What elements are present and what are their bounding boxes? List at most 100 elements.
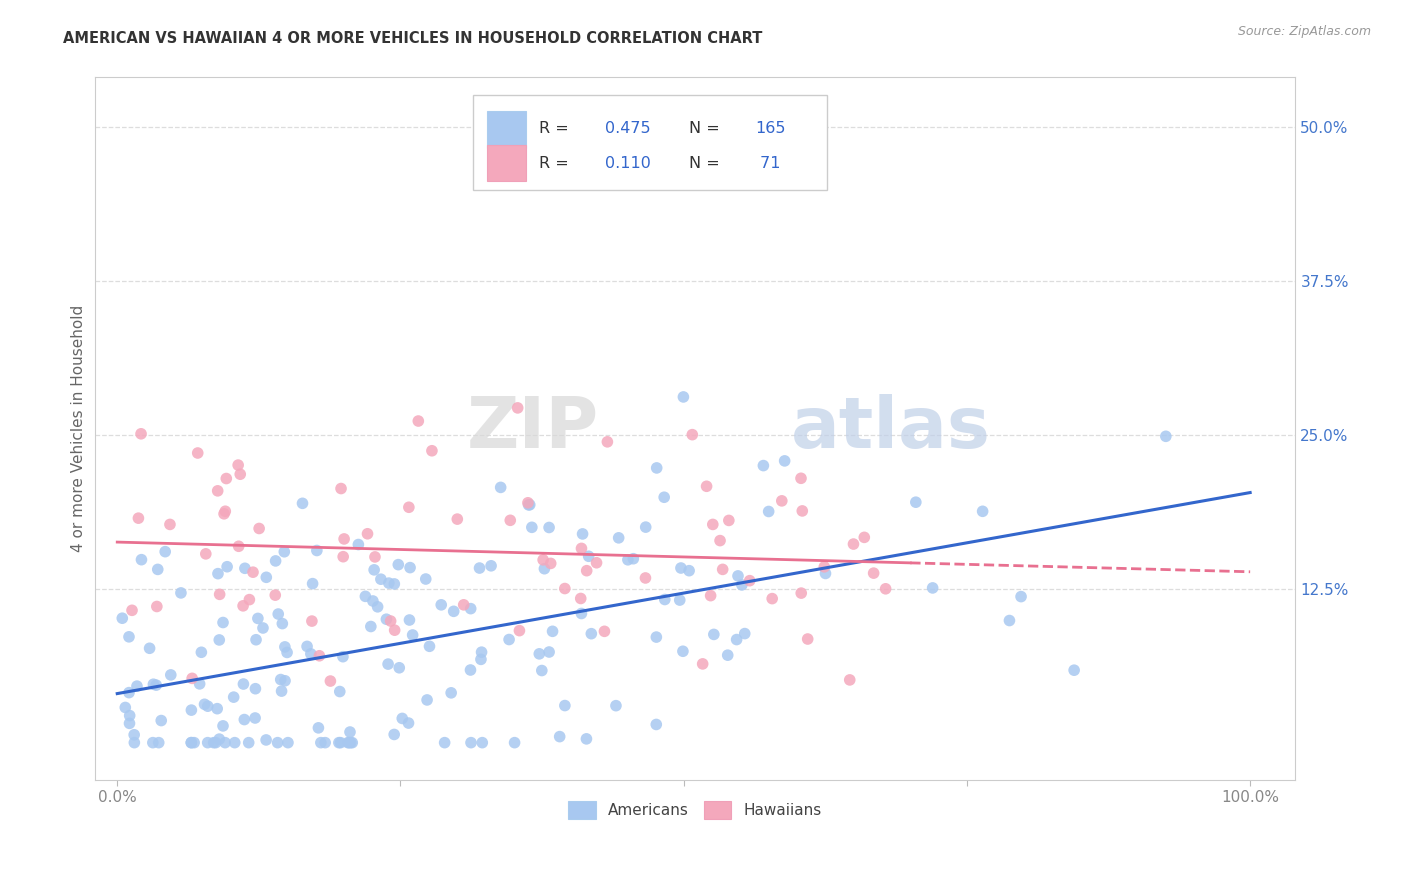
Point [471, 736, 494, 750]
Point [145, 678, 167, 692]
Point [329, 736, 352, 750]
Point [339, 725, 361, 739]
Point [517, 498, 540, 512]
Point [702, 517, 724, 532]
Point [148, 736, 170, 750]
Point [446, 512, 468, 526]
Point [498, 632, 520, 647]
Point [519, 498, 541, 512]
Point [187, 446, 209, 460]
Point [853, 530, 876, 544]
Point [242, 565, 264, 579]
Point [790, 586, 813, 600]
Point [672, 390, 695, 404]
Point [252, 621, 274, 635]
Point [792, 504, 814, 518]
Point [212, 719, 235, 733]
Point [380, 614, 402, 628]
Point [460, 601, 482, 615]
Point [159, 517, 181, 532]
Point [299, 647, 322, 661]
Point [520, 520, 543, 534]
Point [470, 652, 492, 666]
Point [146, 599, 169, 614]
Point [578, 549, 600, 564]
Point [342, 736, 364, 750]
Point [398, 613, 420, 627]
Point [761, 591, 783, 606]
Point [1010, 590, 1032, 604]
Point [180, 703, 202, 717]
Point [738, 574, 761, 588]
Point [548, 730, 571, 744]
Point [727, 569, 749, 583]
Point [111, 611, 134, 625]
Point [571, 607, 593, 621]
Point [243, 711, 266, 725]
Point [121, 603, 143, 617]
Point [468, 561, 491, 575]
Point [443, 604, 465, 618]
Point [529, 647, 551, 661]
Bar [488, 112, 526, 148]
Point [418, 640, 440, 654]
Point [460, 663, 482, 677]
Point [291, 496, 314, 510]
Point [118, 685, 141, 699]
Point [634, 520, 657, 534]
Point [1063, 663, 1085, 677]
Point [516, 496, 538, 510]
Point [273, 545, 295, 559]
Point [314, 736, 336, 750]
Point [634, 571, 657, 585]
Point [328, 736, 350, 750]
Point [238, 736, 260, 750]
Point [332, 649, 354, 664]
Point [471, 645, 494, 659]
Point [388, 661, 411, 675]
Point [375, 612, 398, 626]
Point [605, 698, 627, 713]
Point [998, 614, 1021, 628]
Point [319, 674, 342, 689]
Point [717, 513, 740, 527]
Point [1154, 429, 1177, 443]
Point [440, 686, 463, 700]
Text: N =: N = [689, 121, 725, 136]
Text: N =: N = [689, 155, 725, 170]
Point [127, 511, 149, 525]
Point [607, 531, 630, 545]
Point [430, 598, 453, 612]
Point [212, 615, 235, 630]
Point [228, 539, 250, 553]
Point [270, 684, 292, 698]
Point [238, 592, 260, 607]
Point [382, 727, 405, 741]
Point [205, 701, 228, 715]
Point [118, 708, 141, 723]
Point [214, 504, 236, 518]
Point [398, 716, 420, 731]
Point [581, 626, 603, 640]
Point [146, 562, 169, 576]
Point [274, 640, 297, 654]
Point [554, 698, 576, 713]
Point [569, 591, 592, 606]
Point [416, 693, 439, 707]
Point [420, 443, 443, 458]
Point [538, 645, 561, 659]
Point [503, 736, 526, 750]
Point [124, 736, 146, 750]
Point [361, 594, 384, 608]
Point [276, 645, 298, 659]
Point [758, 504, 780, 518]
Point [194, 547, 217, 561]
Point [734, 626, 756, 640]
Point [645, 717, 668, 731]
Text: R =: R = [538, 121, 574, 136]
Point [904, 495, 927, 509]
FancyBboxPatch shape [472, 95, 827, 190]
Point [709, 533, 731, 548]
Point [696, 479, 718, 493]
Point [814, 566, 837, 581]
